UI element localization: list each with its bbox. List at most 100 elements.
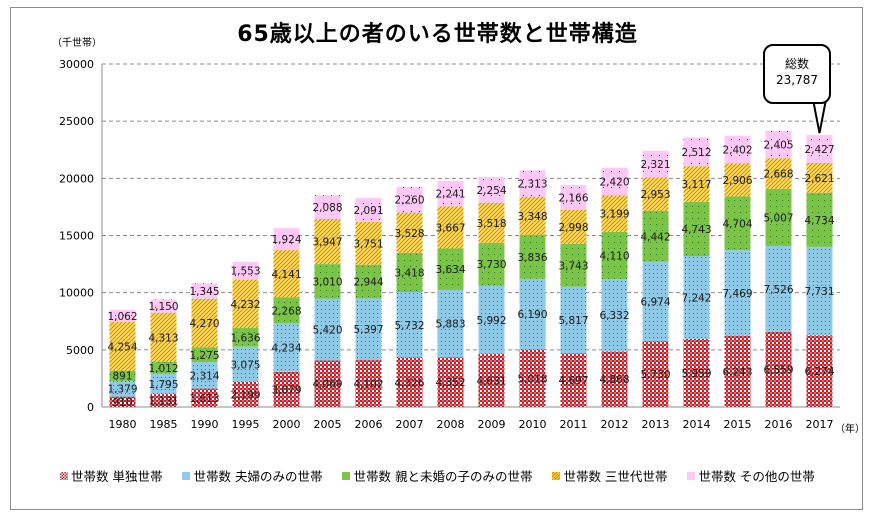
x-tick-label: 1985 [150,418,178,431]
bar-segment [642,150,669,178]
data-label: 3,634 [435,264,465,276]
tick-labels: 0 5000 10000 15000 20000 25000 30000 1980 1985 19… [59,58,834,431]
bar-segment [724,250,751,336]
legend-swatch-green-icon [342,471,351,480]
data-label: 2,166 [558,192,588,204]
x-tick-label: 2008 [437,418,465,431]
bar-segment [560,184,587,210]
data-label: 4,313 [148,332,178,344]
data-label: 4,697 [558,375,588,387]
data-label: 1,636 [230,332,260,344]
data-label: 2,091 [353,205,383,217]
data-label: 3,079 [271,384,301,396]
data-label: 2,944 [353,277,383,289]
bar-segment [765,332,792,407]
data-label: 3,667 [435,222,465,234]
chart-title: 65歳以上の者のいる世帯数と世帯構造 [237,22,638,47]
data-label: 6,274 [804,366,834,378]
data-label: 2,402 [722,144,752,156]
bar-segment [683,137,710,167]
data-label: 5,732 [394,320,424,332]
bar-segment [273,297,300,324]
bar-segment [519,278,546,350]
data-label: 7,469 [722,288,752,300]
legend-item-other: 世帯数 その他の世帯 [687,466,815,485]
data-label: 5,730 [640,369,670,381]
data-label: 4,743 [681,224,711,236]
bar-segment [601,195,628,232]
x-tick-label: 2010 [519,418,547,431]
bar-segment [642,210,669,262]
bar-segment [806,192,833,247]
bar-segment [683,338,710,407]
x-tick-label: 2006 [355,418,383,431]
bar-segment [724,335,751,407]
data-label: 3,528 [394,228,424,240]
bar-segment [519,234,546,279]
bar-segment [683,256,710,339]
bar-segment [232,279,259,328]
bar-segment [314,218,341,265]
data-label: 2,420 [599,177,629,189]
x-tick-label: 1990 [191,418,219,431]
bar-segment [191,347,218,363]
bar-segment [806,335,833,407]
data-label: 4,069 [312,379,342,391]
data-label: 4,868 [599,374,629,386]
bar-segment [150,373,177,395]
data-label: 4,232 [230,299,260,311]
data-label: 2,260 [394,195,424,207]
bar-segment [355,298,382,361]
data-label: 5,883 [435,319,465,331]
data-label: 6,243 [722,366,752,378]
bar-segment [765,188,792,246]
bar-segment [314,264,341,299]
bar-segment [765,245,792,333]
data-label: 2,241 [435,189,465,201]
bar-segment [437,289,464,358]
bar-segment [437,248,464,290]
bar-segment [396,212,423,253]
bar-segment [396,186,423,213]
data-label: 6,332 [599,310,629,322]
data-label: 4,270 [189,318,219,330]
data-label: 3,836 [517,252,547,264]
data-label: 1,924 [271,234,301,246]
legend-label: 世帯数 単独世帯 [71,469,163,484]
bar-segment [806,246,833,336]
bar-segment [273,323,300,372]
bar-segment [396,357,423,407]
legend: 世帯数 単独世帯 世帯数 夫婦のみの世帯 世帯数 親と未婚の子のみの世帯 世帯数… [60,466,815,485]
bar-segment [150,394,177,407]
bar-segment [437,357,464,407]
data-label: 2,512 [681,147,711,159]
bar-segment [191,362,218,389]
bar-segment [724,196,751,251]
data-label: 3,947 [312,237,342,249]
data-label: 5,992 [476,315,506,327]
data-label: 3,117 [681,179,711,191]
data-label: 2,427 [804,144,834,156]
bar-segment [683,166,710,202]
data-label: 2,953 [640,189,670,201]
y-tick-label: 0 [87,401,94,414]
data-label: 3,199 [599,209,629,221]
bar-segment [314,298,341,361]
data-label: 891 [112,371,132,383]
bar-segment [642,341,669,407]
bar-segment [560,353,587,407]
data-label: 5,018 [517,373,547,385]
data-label: 7,526 [763,284,793,296]
data-label: 1,012 [148,363,178,375]
data-label: 4,110 [599,250,629,262]
data-label: 3,010 [312,276,342,288]
data-label: 2,254 [476,185,506,197]
legend-swatch-pink-icon [687,471,696,480]
y-tick-label: 30000 [59,58,94,71]
data-label: 1,613 [189,393,219,405]
bar-segment [109,322,136,371]
data-label: 6,559 [763,365,793,377]
data-label: 5,817 [558,315,588,327]
legend-item-couple: 世帯数 夫婦のみの世帯 [182,466,322,485]
data-label: 5,420 [312,324,342,336]
